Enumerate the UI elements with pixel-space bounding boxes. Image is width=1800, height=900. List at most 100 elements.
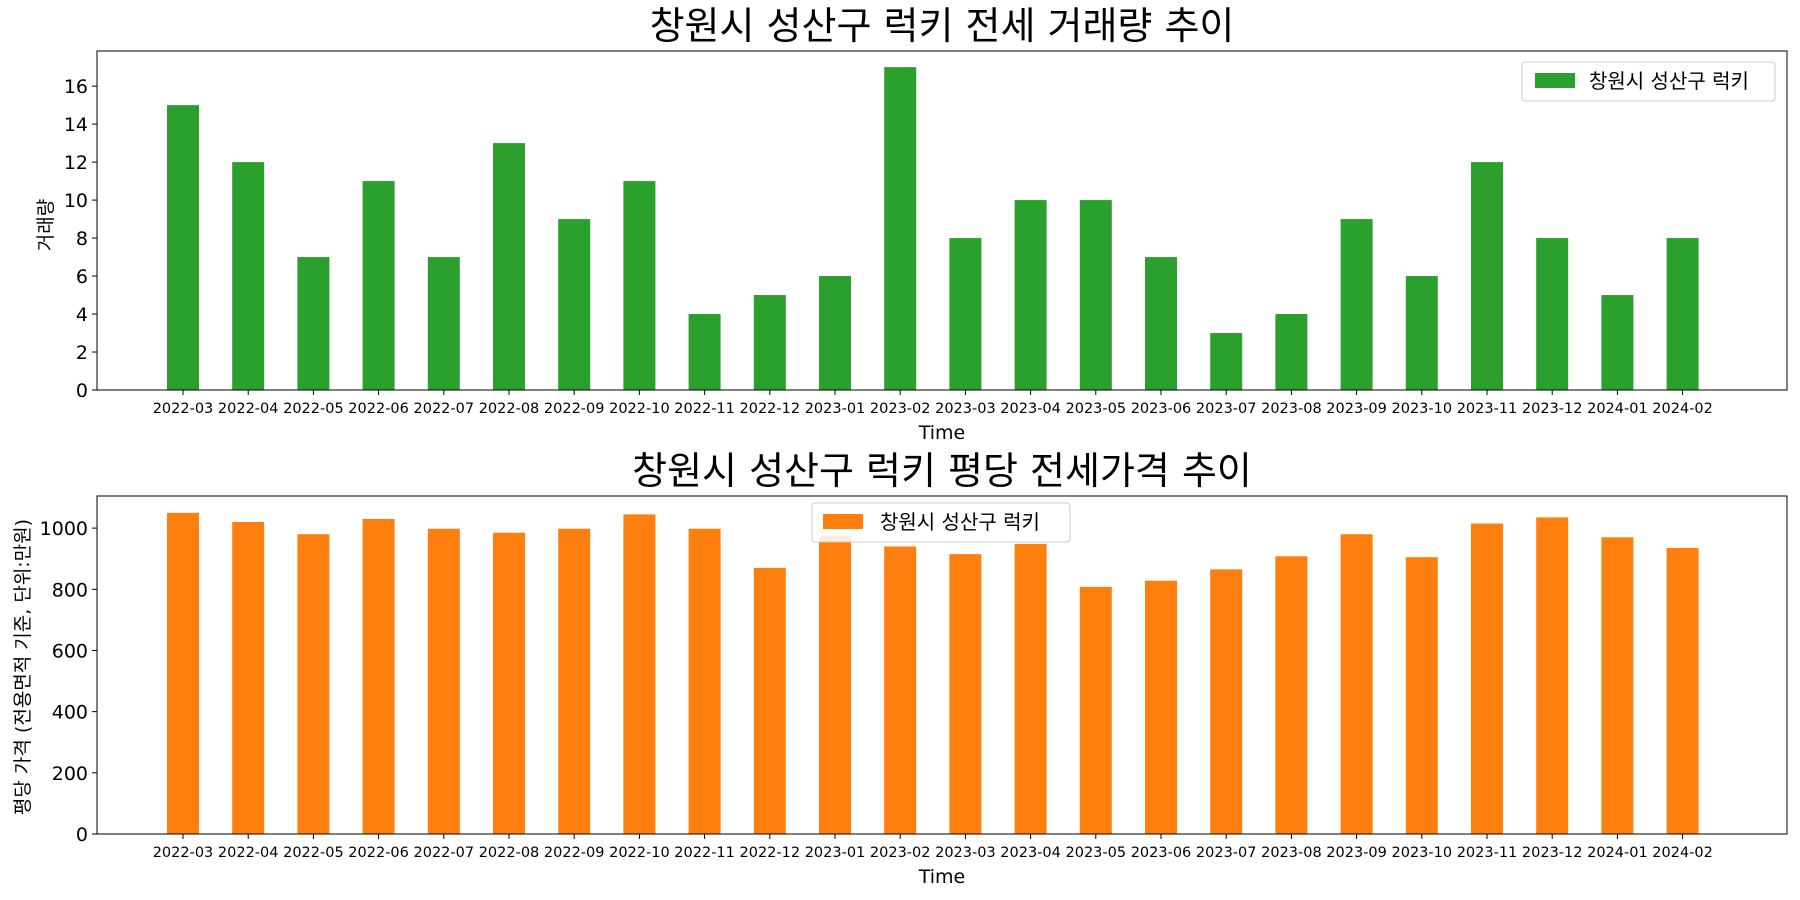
volume-x-tick-label: 2022-08 xyxy=(479,401,540,417)
volume-x-tick-label: 2024-01 xyxy=(1587,401,1648,417)
volume-bar-2022-11 xyxy=(688,314,721,390)
price-legend: 창원시 성산구 럭키 xyxy=(811,502,1071,543)
volume-y-axis-label: 거래량 xyxy=(35,199,57,251)
price-bar-2024-01 xyxy=(1601,537,1634,834)
price-x-tick-label: 2022-07 xyxy=(414,845,475,861)
price-bar-2022-05 xyxy=(297,534,330,834)
price-bar-2022-06 xyxy=(362,518,395,834)
price-x-tick-label: 2022-08 xyxy=(479,845,540,861)
price-x-tick-label: 2023-11 xyxy=(1457,845,1518,861)
price-x-tick-label: 2023-01 xyxy=(805,845,866,861)
volume-x-tick-label: 2022-10 xyxy=(609,401,670,417)
price-legend-swatch xyxy=(823,514,863,529)
volume-y-tick-label: 6 xyxy=(76,266,88,288)
volume-chart: 창원시 성산구 럭키 전세 거래량 추이 0 2 4 6 8 10 12 14 16 2022-… xyxy=(35,4,1788,444)
price-x-tick-label: 2023-05 xyxy=(1066,845,1127,861)
price-x-tick-label: 2023-08 xyxy=(1261,845,1322,861)
volume-bar-2023-06 xyxy=(1145,257,1177,390)
volume-bar-2024-01 xyxy=(1601,295,1634,390)
volume-legend-box xyxy=(1521,61,1776,102)
price-bar-2023-05 xyxy=(1079,586,1112,834)
volume-bar-2023-02 xyxy=(884,67,917,391)
volume-plot-frame xyxy=(96,50,1788,391)
volume-x-tick-label: 2023-01 xyxy=(805,401,866,417)
price-bar-2023-11 xyxy=(1471,523,1503,834)
volume-x-tick-label: 2023-06 xyxy=(1131,401,1192,417)
volume-bar-2023-11 xyxy=(1471,162,1503,390)
price-x-tick-label: 2022-03 xyxy=(153,845,214,861)
price-bar-2022-08 xyxy=(493,532,525,834)
price-x-tick-label: 2022-05 xyxy=(283,845,344,861)
volume-x-tick-label: 2024-02 xyxy=(1652,401,1713,417)
volume-bar-2022-06 xyxy=(362,181,395,390)
price-bar-2022-09 xyxy=(558,528,591,834)
price-x-tick-label: 2023-10 xyxy=(1392,845,1453,861)
volume-bar-2023-01 xyxy=(819,276,851,390)
price-x-axis-label: Time xyxy=(918,866,966,888)
volume-x-tick-label: 2023-03 xyxy=(935,401,996,417)
volume-x-tick-label: 2022-05 xyxy=(283,401,344,417)
volume-legend-label: 창원시 성산구 럭키 xyxy=(1589,69,1749,93)
volume-x-tick-label: 2023-05 xyxy=(1066,401,1127,417)
volume-x-tick-label: 2023-11 xyxy=(1457,401,1518,417)
volume-y-tick-label: 12 xyxy=(64,152,88,174)
volume-chart-title: 창원시 성산구 럭키 전세 거래량 추이 xyxy=(650,4,1235,48)
volume-x-axis: 2022-03 2022-04 2022-05 2022-06 2022-07 2022-… xyxy=(153,390,1713,417)
price-x-tick-label: 2022-09 xyxy=(544,845,605,861)
price-bar-2023-10 xyxy=(1405,557,1438,834)
price-bar-2022-10 xyxy=(623,514,656,834)
volume-y-tick-label: 16 xyxy=(64,76,88,98)
volume-bar-2022-07 xyxy=(427,257,460,390)
price-y-tick-label: 0 xyxy=(76,824,88,846)
price-x-tick-label: 2024-01 xyxy=(1587,845,1648,861)
price-x-tick-label: 2023-04 xyxy=(1000,845,1061,861)
price-plot-frame xyxy=(96,495,1788,835)
price-bar-2023-06 xyxy=(1145,580,1177,834)
volume-x-tick-label: 2022-04 xyxy=(218,401,279,417)
volume-x-tick-label: 2023-04 xyxy=(1000,401,1061,417)
price-bar-2022-12 xyxy=(753,567,786,834)
volume-y-tick-label: 8 xyxy=(76,228,88,250)
volume-x-tick-label: 2023-10 xyxy=(1392,401,1453,417)
volume-bar-2023-05 xyxy=(1079,200,1112,390)
volume-bar-2022-05 xyxy=(297,257,330,390)
volume-bars xyxy=(167,67,1699,391)
price-bar-2022-07 xyxy=(427,528,460,834)
volume-y-tick-label: 10 xyxy=(64,190,88,212)
volume-bar-2023-04 xyxy=(1014,200,1047,390)
price-y-tick-label: 1000 xyxy=(40,518,88,540)
price-y-tick-label: 200 xyxy=(52,763,88,785)
volume-bar-2023-03 xyxy=(949,238,982,390)
volume-x-tick-label: 2022-06 xyxy=(348,401,409,417)
volume-x-tick-label: 2023-02 xyxy=(870,401,931,417)
price-legend-box xyxy=(811,502,1071,543)
price-bar-2023-03 xyxy=(949,554,982,834)
price-y-axis: 0 200 400 600 800 1000 xyxy=(40,518,97,846)
volume-x-tick-label: 2023-09 xyxy=(1326,401,1387,417)
volume-bar-2022-09 xyxy=(558,219,591,390)
price-y-tick-label: 600 xyxy=(52,640,88,662)
volume-bar-2022-12 xyxy=(753,295,786,390)
volume-x-tick-label: 2023-08 xyxy=(1261,401,1322,417)
volume-bar-2023-12 xyxy=(1536,238,1569,390)
volume-bar-2023-10 xyxy=(1405,276,1438,390)
volume-bar-2022-10 xyxy=(623,181,656,390)
price-bar-2023-04 xyxy=(1014,544,1047,834)
price-y-axis-label: 평당 가격 (전용면적 기준, 단위:만원) xyxy=(12,519,34,815)
price-bars xyxy=(167,512,1699,834)
price-bar-2023-09 xyxy=(1340,534,1373,834)
volume-x-tick-label: 2022-11 xyxy=(674,401,735,417)
price-bar-2022-11 xyxy=(688,528,721,834)
volume-bar-2022-08 xyxy=(493,143,525,390)
volume-y-tick-label: 14 xyxy=(64,114,88,136)
volume-x-tick-label: 2023-07 xyxy=(1196,401,1257,417)
price-x-tick-label: 2022-06 xyxy=(348,845,409,861)
volume-bar-2023-07 xyxy=(1210,333,1243,390)
volume-y-tick-label: 4 xyxy=(76,304,88,326)
volume-bar-2023-08 xyxy=(1275,314,1308,390)
volume-bar-2022-04 xyxy=(232,162,265,390)
price-x-tick-label: 2022-10 xyxy=(609,845,670,861)
volume-bar-2024-02 xyxy=(1666,238,1699,390)
volume-y-tick-label: 0 xyxy=(76,380,88,402)
price-bar-2023-12 xyxy=(1536,517,1569,834)
